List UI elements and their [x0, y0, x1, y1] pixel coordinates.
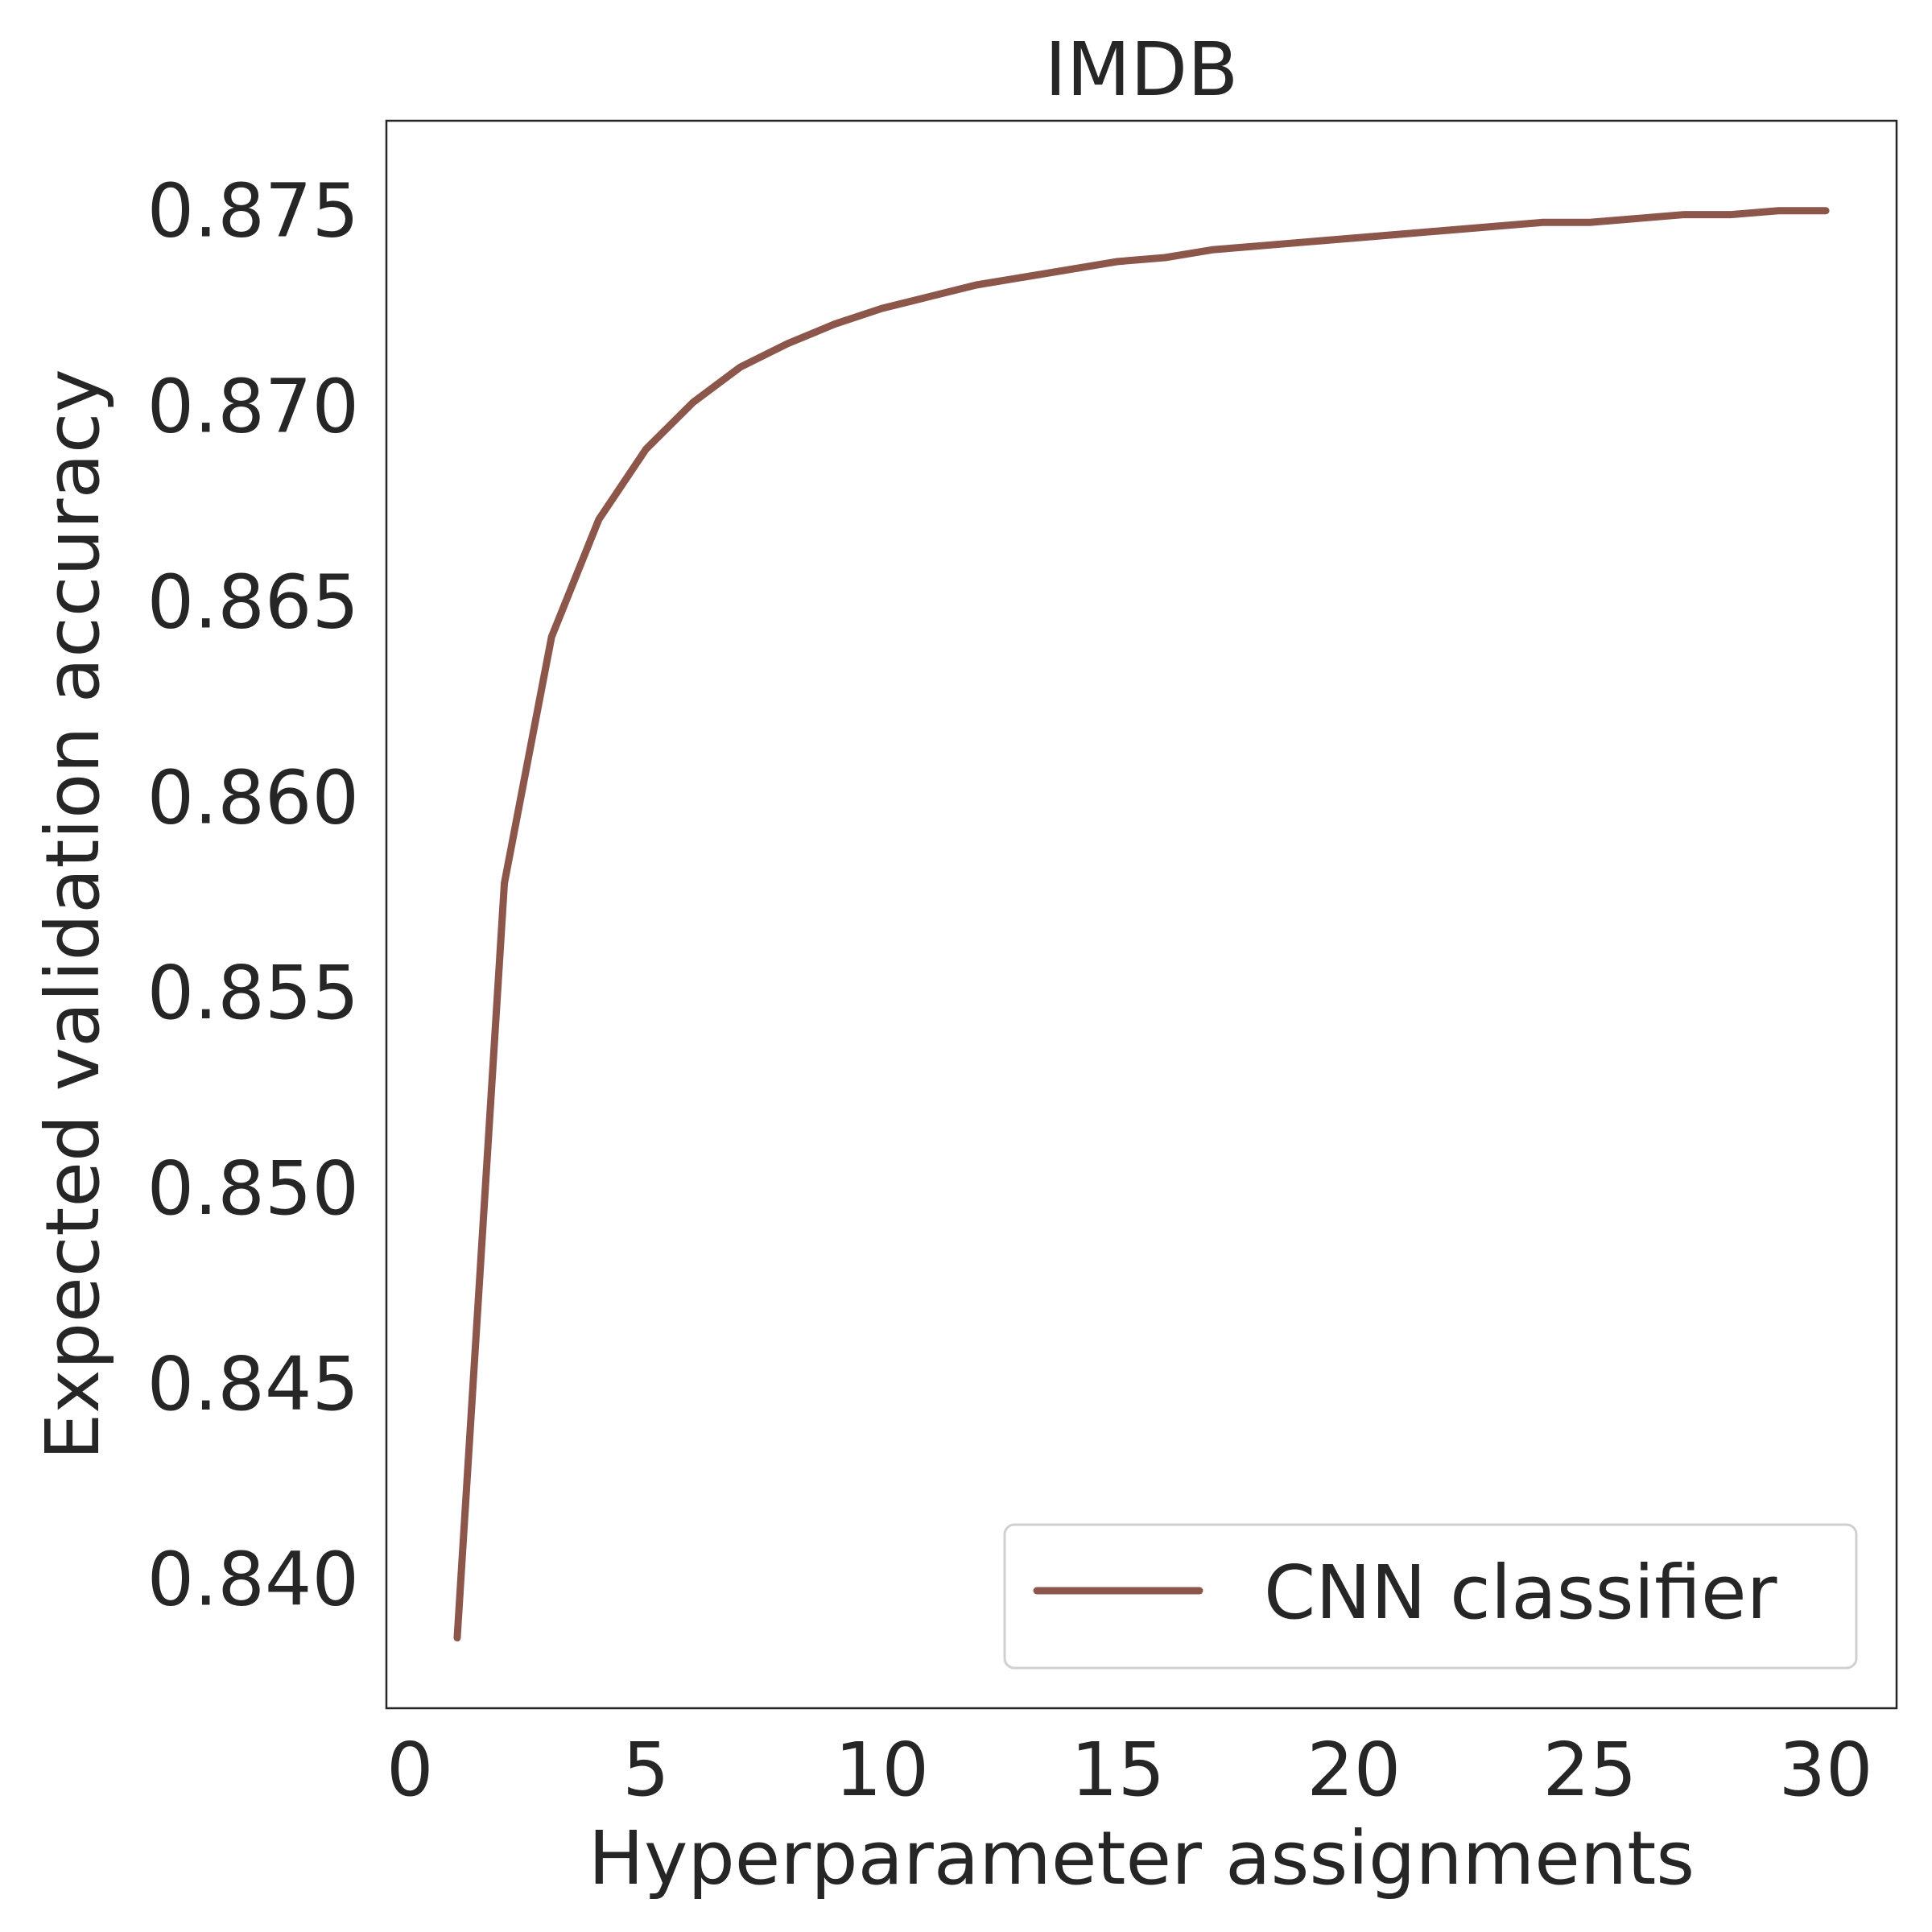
y-tick-label: 0.870 — [147, 364, 359, 450]
y-tick-label: 0.855 — [147, 950, 359, 1036]
x-tick-label: 25 — [1542, 1727, 1637, 1813]
legend-entry-label: CNN classifier — [1264, 1550, 1777, 1636]
chart-title: IMDB — [1045, 27, 1238, 113]
series-line-cnn-classifier — [453, 207, 1830, 1642]
y-tick-label: 0.840 — [147, 1537, 359, 1623]
plot-area-frame — [385, 119, 1898, 1710]
y-tick-labels: 0.840 0.845 0.850 0.855 0.860 0.865 0.870 0.875 — [147, 168, 359, 1623]
y-tick-label: 0.875 — [147, 168, 359, 254]
series-layer — [453, 207, 1830, 1642]
y-axis-label: Expected validation accuracy — [30, 369, 116, 1460]
legend: CNN classifier — [1003, 1523, 1858, 1670]
y-tick-label: 0.845 — [147, 1341, 359, 1427]
x-tick-label: 0 — [386, 1727, 434, 1813]
x-tick-label: 10 — [835, 1727, 929, 1813]
y-tick-label: 0.865 — [147, 559, 359, 645]
x-tick-label: 5 — [622, 1727, 670, 1813]
x-tick-labels: 0 5 10 15 20 25 30 — [386, 1727, 1873, 1813]
x-tick-label: 15 — [1071, 1727, 1165, 1813]
legend-box — [1003, 1523, 1858, 1670]
x-axis-label: Hyperparameter assignments — [588, 1815, 1695, 1901]
y-tick-label: 0.860 — [147, 754, 359, 840]
x-tick-label: 20 — [1307, 1727, 1401, 1813]
y-tick-label: 0.850 — [147, 1146, 359, 1232]
x-tick-label: 30 — [1779, 1727, 1873, 1813]
